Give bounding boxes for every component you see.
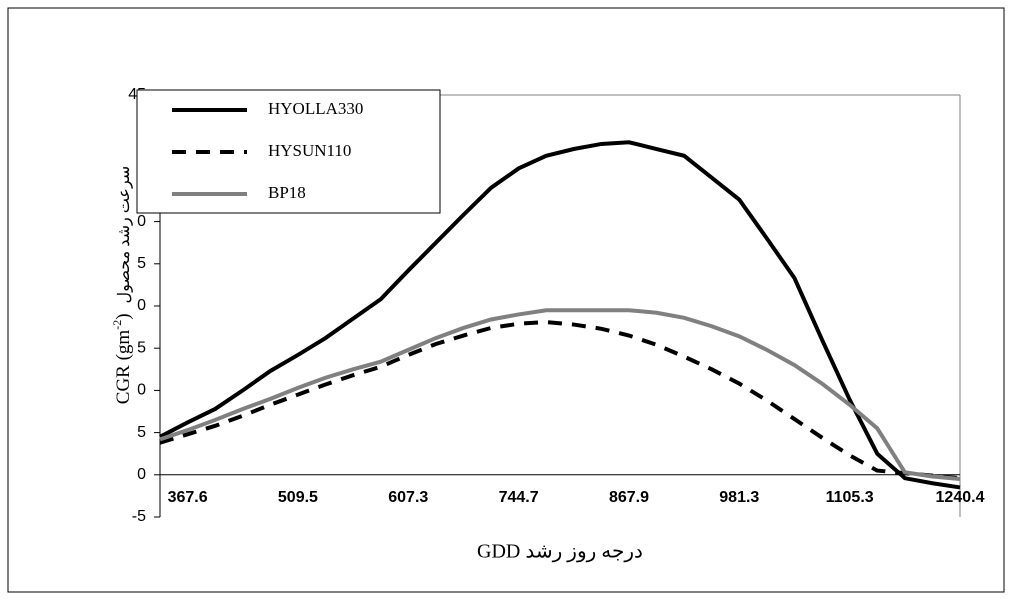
y-tick-label: 5 [137,424,146,441]
series-line [159,140,961,490]
y-tick-label: 0 [137,297,146,314]
y-tick-label: 0 [137,466,146,483]
legend-label: HYSUN110 [268,141,351,160]
y-label-sup: -2 [110,320,124,330]
y-axis-label: CGR (gm-2) سرعت رشد محصول [110,166,135,404]
x-tick-label: 1105.3 [826,489,874,506]
y-tick-label: 5 [137,255,146,272]
x-tick-label: 607.3 [388,489,428,506]
y-tick-label: -5 [132,508,146,525]
y-label-en: CGR (gm [113,330,134,405]
y-tick-label: 0 [137,382,146,399]
x-axis-label: درجه روز رشد GDD [477,541,643,563]
legend-label: HYOLLA330 [268,99,363,118]
y-tick-label: 0 [137,213,146,230]
y-tick-label: 5 [137,339,146,356]
x-tick-label: 981.3 [719,489,759,506]
y-label-close: ) [113,313,134,319]
x-tick-label: 367.6 [168,489,208,506]
legend-label: BP18 [268,183,306,202]
y-label-fa: سرعت رشد محصول [116,166,133,304]
x-tick-label: 744.7 [499,489,539,506]
x-tick-label: 1240.4 [936,489,985,506]
x-tick-label: 509.5 [278,489,318,506]
series-line [159,308,961,482]
series-line [159,320,961,481]
x-tick-label: 867.9 [609,489,649,506]
